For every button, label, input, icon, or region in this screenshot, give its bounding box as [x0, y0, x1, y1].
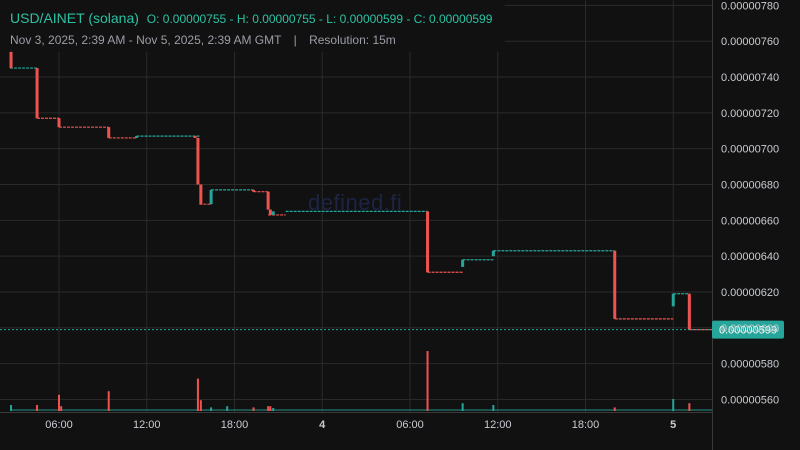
candle-body: [491, 250, 495, 257]
candle-body: [271, 211, 275, 215]
candle-body: [135, 136, 139, 138]
separator: |: [293, 33, 297, 47]
volume-bar: [226, 406, 229, 411]
candle-body: [268, 209, 272, 215]
volume-bar: [252, 407, 255, 411]
volume-bar: [426, 351, 429, 411]
y-axis: 0.00000560 0.00000580 0.00000600 0.00000620…: [721, 0, 779, 406]
last-price-label: 0.00000599: [719, 325, 777, 337]
candle-body: [426, 211, 430, 273]
volume-bar: [10, 405, 13, 411]
y-tick-label: 0.00000780: [721, 0, 779, 12]
volume-bar: [57, 394, 60, 411]
candle-body: [461, 259, 465, 267]
candle-body: [35, 68, 39, 119]
volume-bar: [269, 406, 272, 411]
candles: [9, 50, 691, 330]
y-tick-label: 0.00000740: [721, 72, 779, 84]
candle-body: [252, 189, 256, 192]
y-tick-label: 0.00000660: [721, 215, 779, 227]
y-tick-label: 0.00000700: [721, 144, 779, 156]
y-tick-label: 0.00000640: [721, 251, 779, 263]
resolution: Resolution: 15m: [309, 33, 396, 47]
x-tick-label: 06:00: [45, 419, 73, 431]
y-tick-label: 0.00000760: [721, 36, 779, 48]
x-axis: 06:00 12:00 18:00 4 06:00 12:00 18:00 5: [45, 419, 676, 431]
ohlc-values: O: 0.00000755 - H: 0.00000755 - L: 0.000…: [146, 12, 493, 26]
volume-bar: [196, 378, 199, 411]
x-tick-label: 06:00: [396, 419, 424, 431]
candle-body: [613, 250, 617, 319]
subtitle-row: Nov 3, 2025, 2:39 AM - Nov 5, 2025, 2:39…: [10, 33, 396, 47]
x-tick-label: 5: [670, 419, 676, 431]
candle-body: [107, 127, 111, 138]
grid-lines: [0, 0, 713, 450]
y-tick-label: 0.00000600: [721, 323, 779, 335]
pair-name: USD/AINET (solana): [10, 10, 139, 26]
volume-bar: [199, 400, 202, 411]
volume-bar: [461, 403, 464, 411]
x-tick-label: 4: [319, 419, 326, 431]
candle-body: [57, 118, 61, 128]
y-tick-label: 0.00000580: [721, 359, 779, 371]
y-tick-label: 0.00000620: [721, 287, 779, 299]
x-tick-label: 18:00: [572, 419, 600, 431]
title-row: USD/AINET (solana) O: 0.00000755 - H: 0.…: [10, 10, 492, 26]
volume-bar: [613, 407, 616, 411]
x-tick-label: 18:00: [221, 419, 249, 431]
candle-body: [196, 137, 200, 185]
candle-body: [687, 293, 691, 330]
volume-bar: [107, 391, 110, 411]
volume-bar: [688, 403, 691, 411]
candle-body: [9, 50, 13, 69]
volume-bar: [210, 407, 213, 411]
last-price-badge: [712, 320, 784, 339]
candle-body: [193, 136, 197, 138]
y-tick-label: 0.00000720: [721, 108, 779, 120]
chart-info-panel: USD/AINET (solana) O: 0.00000755 - H: 0.…: [0, 0, 505, 52]
candle-body: [671, 293, 675, 307]
candle-body: [209, 189, 213, 205]
volume-bar: [272, 408, 275, 411]
volume-bar: [267, 406, 270, 411]
candle-body: [199, 184, 203, 205]
candle-body: [266, 191, 270, 210]
price-steps: [10, 67, 712, 331]
volume-bar: [672, 399, 675, 411]
last-price-line: 0.00000599: [0, 320, 784, 339]
date-range: Nov 3, 2025, 2:39 AM - Nov 5, 2025, 2:39…: [10, 33, 282, 47]
volume-bar: [36, 405, 39, 411]
x-tick-label: 12:00: [133, 419, 161, 431]
y-tick-label: 0.00000680: [721, 180, 779, 192]
y-tick-label: 0.00000560: [721, 394, 779, 406]
volume-bars: [10, 351, 712, 411]
watermark: defined.fi: [308, 190, 403, 215]
volume-bar: [60, 406, 63, 411]
volume-bar: [492, 405, 495, 411]
x-tick-label: 12:00: [484, 419, 512, 431]
